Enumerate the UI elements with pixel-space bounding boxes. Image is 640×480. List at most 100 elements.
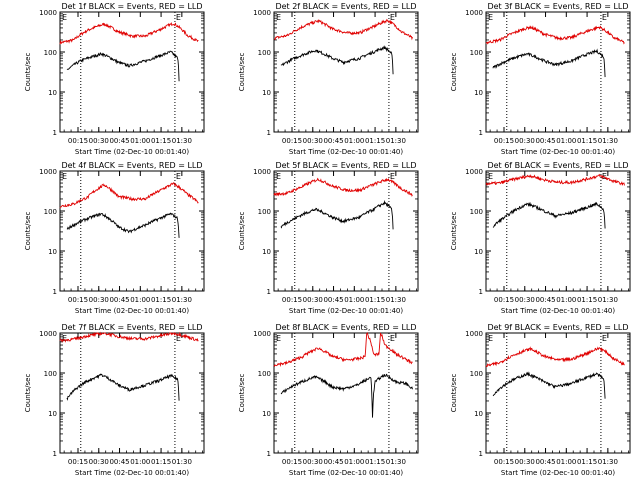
y-tick-label: 100: [44, 208, 57, 216]
y-tick-label: 100: [258, 208, 271, 216]
y-tick-label: 100: [44, 370, 57, 378]
panel-title: Det 3f BLACK = Events, RED = LLD: [487, 2, 628, 11]
x-tick-label: 01:30: [598, 137, 618, 145]
y-tick-label: 10: [48, 248, 57, 256]
panel-title: Det 2f BLACK = Events, RED = LLD: [275, 2, 416, 11]
x-tick-label: 01:00: [344, 458, 364, 466]
x-tick-label: 00:45: [109, 458, 129, 466]
plot-frame: [485, 11, 631, 133]
x-tick-label: 01:00: [556, 458, 576, 466]
x-tick-label: 00:45: [323, 296, 343, 304]
y-tick-label: 1: [53, 129, 57, 137]
y-axis-label: Counts/sec: [24, 212, 32, 251]
panel-title: Det 1f BLACK = Events, RED = LLD: [61, 2, 202, 11]
y-tick-label: 1: [267, 129, 271, 137]
x-tick-label: 00:15: [494, 296, 514, 304]
x-axis-label: Start Time (02-Dec-10 00:01:40): [289, 469, 403, 477]
x-tick-label: 01:15: [577, 458, 597, 466]
y-tick-label: 1000: [39, 9, 57, 17]
x-tick-label: 00:15: [494, 458, 514, 466]
panel-title: Det 5f BLACK = Events, RED = LLD: [275, 161, 416, 170]
e-marker: E: [62, 172, 67, 181]
events-series-line: [280, 45, 394, 75]
x-tick-label: 00:45: [535, 296, 555, 304]
e-marker: E: [390, 13, 395, 22]
panel-title: Det 9f BLACK = Events, RED = LLD: [487, 323, 628, 332]
x-tick-label: 00:30: [89, 296, 109, 304]
y-tick-label: 100: [470, 49, 483, 57]
y-axis-label: Counts/sec: [238, 212, 246, 251]
e-marker: E: [62, 334, 67, 343]
detector-panel: Det 5f BLACK = Events, RED = LLD Counts/s…: [238, 161, 419, 315]
e-marker: E: [488, 334, 493, 343]
e-marker: E: [176, 334, 181, 343]
panel-title: Det 8f BLACK = Events, RED = LLD: [275, 323, 416, 332]
x-tick-label: 00:30: [303, 296, 323, 304]
x-tick-label: 01:15: [365, 296, 385, 304]
x-tick-label: 01:30: [598, 458, 618, 466]
x-tick-label: 01:00: [130, 296, 150, 304]
e-marker: E: [176, 172, 181, 181]
y-tick-label: 10: [474, 248, 483, 256]
x-tick-label: 01:30: [172, 137, 192, 145]
y-tick-label: 1000: [465, 330, 483, 338]
x-tick-label: 01:00: [130, 137, 150, 145]
e-marker: E: [390, 334, 395, 343]
plot-frame: [273, 332, 419, 454]
y-tick-label: 10: [262, 410, 271, 418]
events-series-line: [492, 201, 606, 229]
y-tick-label: 1: [267, 288, 271, 296]
y-tick-label: 1000: [39, 168, 57, 176]
y-tick-label: 1000: [253, 9, 271, 17]
detector-panel: Det 2f BLACK = Events, RED = LLD Counts/s…: [238, 2, 419, 156]
x-tick-label: 01:30: [386, 137, 406, 145]
x-tick-label: 01:15: [577, 137, 597, 145]
x-tick-label: 01:15: [577, 296, 597, 304]
y-tick-label: 10: [48, 89, 57, 97]
plot-frame: [273, 170, 419, 292]
x-tick-label: 01:30: [172, 296, 192, 304]
x-tick-label: 00:45: [323, 137, 343, 145]
x-axis-label: Start Time (02-Dec-10 00:01:40): [289, 307, 403, 315]
x-tick-label: 00:15: [282, 137, 302, 145]
y-tick-label: 1000: [39, 330, 57, 338]
y-tick-label: 1000: [253, 168, 271, 176]
x-tick-label: 00:15: [68, 137, 88, 145]
lld-series-line: [59, 182, 199, 209]
x-tick-label: 00:15: [282, 296, 302, 304]
e-marker: E: [62, 13, 67, 22]
y-tick-label: 1: [479, 129, 483, 137]
x-tick-label: 00:15: [494, 137, 514, 145]
x-tick-label: 00:15: [68, 296, 88, 304]
x-tick-label: 01:30: [598, 296, 618, 304]
events-series-line: [66, 212, 180, 238]
y-axis-label: Counts/sec: [238, 374, 246, 413]
x-tick-label: 01:15: [151, 137, 171, 145]
x-tick-label: 01:30: [386, 296, 406, 304]
x-tick-label: 01:30: [172, 458, 192, 466]
x-axis-label: Start Time (02-Dec-10 00:01:40): [75, 469, 189, 477]
x-tick-label: 00:45: [323, 458, 343, 466]
y-tick-label: 1000: [465, 9, 483, 17]
x-tick-label: 01:00: [130, 458, 150, 466]
x-tick-label: 00:45: [535, 137, 555, 145]
y-tick-label: 100: [258, 49, 271, 57]
e-marker: E: [602, 13, 607, 22]
x-tick-label: 01:30: [386, 458, 406, 466]
x-tick-label: 00:30: [515, 137, 535, 145]
x-tick-label: 00:45: [535, 458, 555, 466]
e-marker: E: [276, 334, 281, 343]
x-tick-label: 00:30: [89, 137, 109, 145]
events-series-line: [280, 199, 394, 230]
x-tick-label: 01:00: [344, 296, 364, 304]
x-tick-label: 01:00: [556, 296, 576, 304]
events-series-line: [492, 48, 606, 78]
x-axis-label: Start Time (02-Dec-10 00:01:40): [501, 307, 615, 315]
lld-series-line: [59, 331, 199, 343]
e-marker: E: [276, 13, 281, 22]
y-axis-label: Counts/sec: [238, 53, 246, 92]
y-tick-label: 10: [262, 248, 271, 256]
y-tick-label: 10: [48, 410, 57, 418]
y-tick-label: 1: [479, 450, 483, 458]
